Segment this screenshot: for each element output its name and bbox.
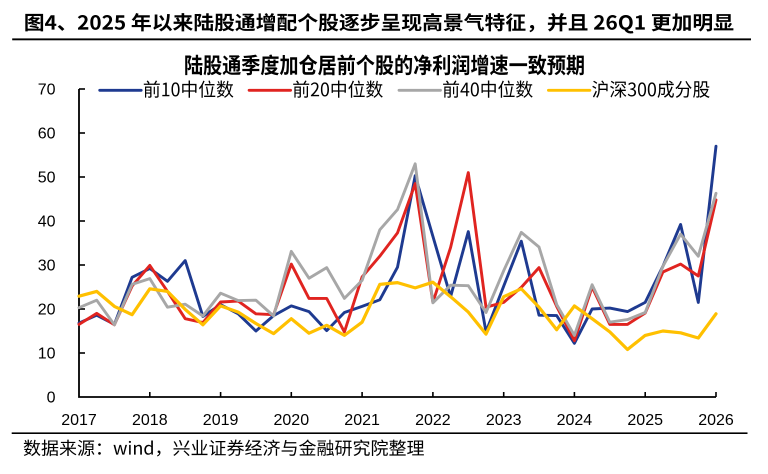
svg-text:20: 20 <box>38 302 56 319</box>
svg-text:2025: 2025 <box>627 412 663 429</box>
svg-text:2022: 2022 <box>415 412 451 429</box>
svg-text:2020: 2020 <box>274 412 310 429</box>
svg-text:70: 70 <box>38 82 56 99</box>
svg-text:60: 60 <box>38 126 56 143</box>
svg-text:2017: 2017 <box>61 412 97 429</box>
svg-text:50: 50 <box>38 170 56 187</box>
svg-text:2021: 2021 <box>344 412 380 429</box>
svg-text:10: 10 <box>38 346 56 363</box>
svg-text:0: 0 <box>47 390 56 407</box>
svg-text:40: 40 <box>38 214 56 231</box>
svg-text:2024: 2024 <box>557 412 593 429</box>
svg-text:2023: 2023 <box>486 412 522 429</box>
svg-text:2018: 2018 <box>132 412 168 429</box>
svg-text:2019: 2019 <box>203 412 239 429</box>
svg-text:2026: 2026 <box>698 412 734 429</box>
svg-text:30: 30 <box>38 258 56 275</box>
